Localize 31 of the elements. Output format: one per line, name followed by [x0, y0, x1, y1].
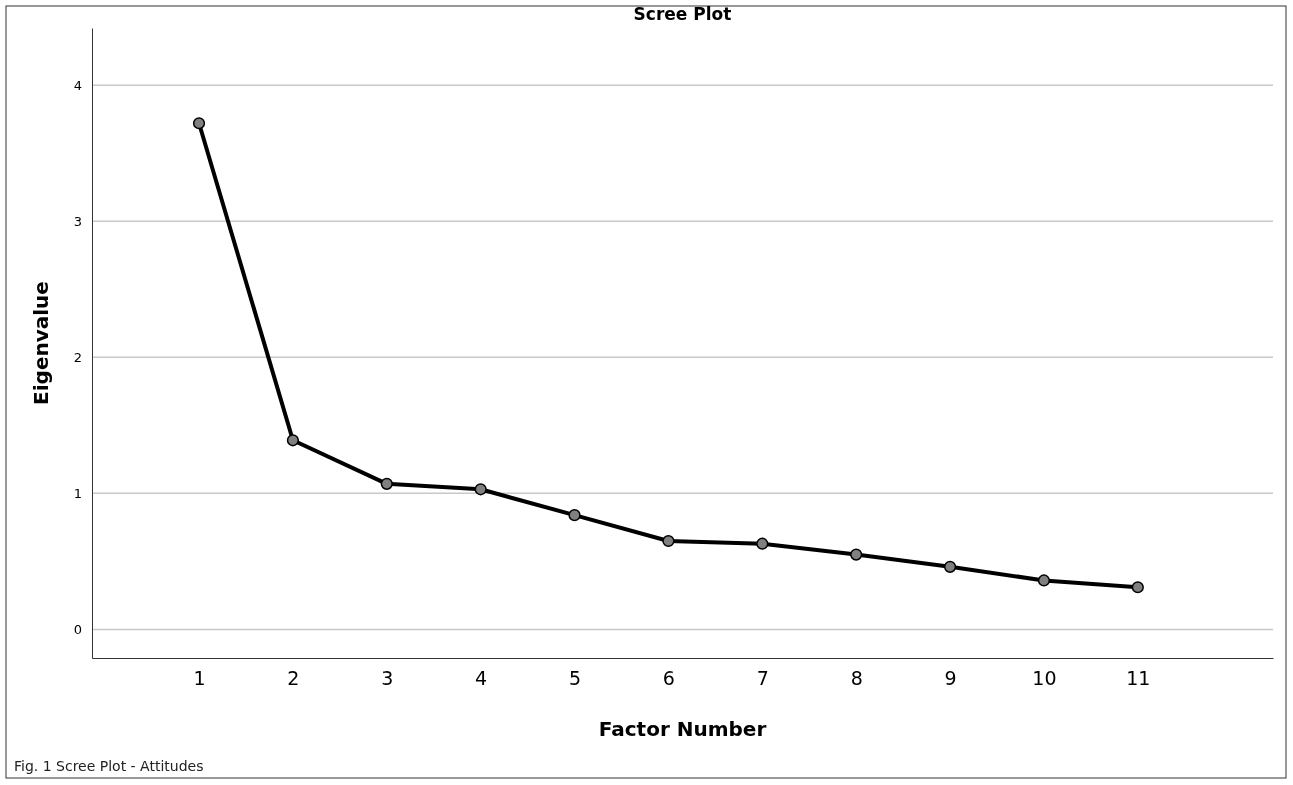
caption: Fig. 1 Scree Plot - Attitudes — [14, 758, 204, 774]
y-tick-label: 4 — [73, 77, 82, 93]
y-axis-title: Eigenvalue — [29, 281, 53, 405]
chart-title: Scree Plot — [633, 4, 732, 24]
x-tick-label: 8 — [850, 667, 863, 690]
point — [756, 537, 769, 550]
y-tick-label: 3 — [73, 213, 82, 229]
point — [286, 434, 299, 447]
point — [850, 548, 863, 561]
point — [662, 534, 675, 548]
x-tick-label: 9 — [944, 667, 957, 690]
y-tick-label: 1 — [73, 486, 82, 502]
x-tick-label: 5 — [568, 667, 582, 690]
x-tick-label: 6 — [662, 667, 675, 690]
y-tick-label: 2 — [73, 349, 82, 365]
x-tick-label: 2 — [287, 667, 300, 690]
y-tick-label: 0 — [73, 622, 82, 638]
x-tick-label: 7 — [756, 667, 769, 690]
x-tick-label: 4 — [475, 667, 488, 690]
point — [474, 483, 487, 496]
point — [568, 509, 581, 522]
x-tick-label: 3 — [381, 667, 394, 690]
x-tick-label: 10 — [1032, 667, 1057, 690]
x-tick-label: 11 — [1126, 667, 1151, 690]
point — [192, 117, 206, 130]
point — [380, 477, 393, 490]
x-axis-title: Factor Number — [598, 717, 767, 741]
point — [1131, 581, 1144, 594]
point — [943, 560, 957, 573]
x-tick-label: 1 — [193, 667, 206, 690]
point — [1037, 574, 1051, 587]
